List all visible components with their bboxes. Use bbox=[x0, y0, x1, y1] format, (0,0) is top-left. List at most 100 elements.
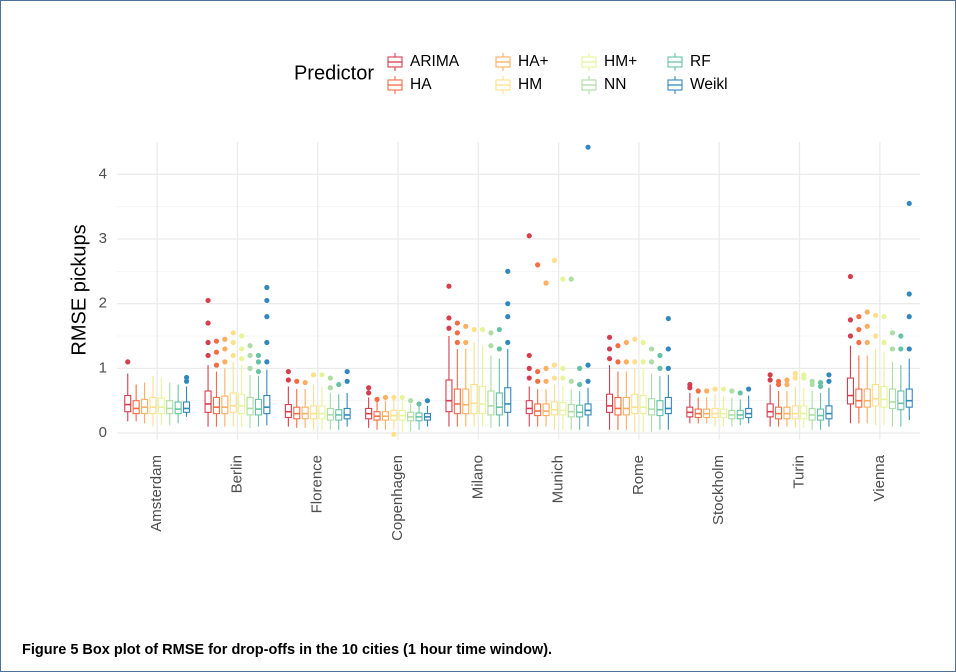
outlier bbox=[535, 378, 541, 384]
box bbox=[132, 400, 140, 415]
box bbox=[183, 401, 191, 413]
box bbox=[584, 403, 592, 416]
outlier bbox=[606, 356, 613, 362]
outlier bbox=[496, 346, 502, 352]
outlier bbox=[560, 375, 566, 381]
outlier bbox=[648, 359, 655, 365]
outlier bbox=[205, 320, 211, 326]
y-tick-label: 3 bbox=[99, 230, 107, 247]
outlier bbox=[856, 326, 862, 333]
legend-title: Predictor bbox=[294, 62, 374, 84]
outlier bbox=[247, 343, 253, 349]
outlier bbox=[792, 370, 798, 377]
outlier bbox=[657, 365, 663, 371]
outlier bbox=[784, 381, 790, 388]
outlier bbox=[382, 394, 389, 401]
box bbox=[880, 385, 888, 408]
outlier bbox=[319, 372, 325, 378]
outlier bbox=[784, 377, 790, 383]
outlier bbox=[391, 431, 397, 437]
box bbox=[453, 388, 461, 415]
x-tick-label: Rome bbox=[630, 455, 647, 495]
outlier bbox=[366, 385, 372, 391]
outlier bbox=[898, 346, 904, 352]
box bbox=[343, 407, 351, 420]
outlier bbox=[125, 359, 131, 365]
outlier bbox=[213, 362, 220, 368]
box bbox=[487, 390, 495, 416]
box bbox=[800, 405, 808, 420]
box bbox=[221, 395, 229, 415]
box bbox=[631, 393, 639, 415]
box bbox=[309, 405, 318, 420]
box bbox=[872, 383, 880, 407]
outlier bbox=[222, 336, 228, 342]
box bbox=[576, 404, 584, 418]
outlier bbox=[496, 326, 502, 333]
outlier bbox=[632, 336, 638, 342]
outlier bbox=[374, 396, 380, 403]
outlier bbox=[543, 280, 549, 286]
box bbox=[550, 401, 559, 416]
box bbox=[470, 383, 478, 415]
outlier bbox=[695, 388, 701, 394]
outlier bbox=[230, 352, 236, 359]
outlier bbox=[479, 326, 486, 333]
box bbox=[542, 403, 550, 417]
outlier bbox=[336, 381, 342, 388]
legend-label: HA+ bbox=[518, 53, 549, 70]
outlier bbox=[463, 339, 469, 346]
box bbox=[254, 398, 262, 416]
box bbox=[614, 396, 622, 416]
outlier bbox=[205, 352, 211, 359]
outlier bbox=[205, 339, 211, 346]
outlier bbox=[873, 312, 879, 318]
y-axis-label: RMSE pickups bbox=[68, 224, 90, 355]
box bbox=[174, 401, 182, 415]
outlier bbox=[560, 365, 566, 371]
x-tick-label: Berlin bbox=[228, 455, 245, 493]
outlier bbox=[535, 262, 541, 268]
outlier bbox=[729, 388, 735, 394]
outlier bbox=[183, 378, 190, 384]
outlier bbox=[906, 200, 912, 207]
outlier bbox=[632, 359, 638, 365]
outlier bbox=[526, 375, 532, 381]
box bbox=[863, 388, 871, 408]
box bbox=[263, 394, 271, 415]
outlier bbox=[471, 326, 477, 333]
outlier bbox=[906, 291, 912, 297]
outlier bbox=[847, 333, 854, 339]
x-tick-label: Turin bbox=[791, 455, 808, 489]
box bbox=[229, 392, 237, 413]
outlier bbox=[606, 346, 613, 352]
outlier bbox=[366, 390, 372, 396]
outlier bbox=[817, 379, 824, 386]
outlier bbox=[264, 284, 270, 291]
outlier bbox=[712, 386, 718, 392]
outlier bbox=[687, 381, 693, 388]
outlier bbox=[488, 330, 494, 336]
legend-label: HA bbox=[410, 76, 432, 93]
outlier bbox=[408, 398, 414, 404]
outlier bbox=[906, 314, 912, 320]
box bbox=[639, 394, 647, 415]
caption: Figure 5 Box plot of RMSE for drop-offs … bbox=[22, 642, 552, 658]
outlier bbox=[746, 386, 752, 392]
outlier bbox=[222, 359, 228, 365]
outlier bbox=[648, 346, 655, 352]
box bbox=[525, 400, 533, 415]
outlier bbox=[454, 330, 460, 336]
outlier bbox=[801, 372, 807, 378]
outlier bbox=[446, 325, 452, 331]
outlier bbox=[488, 343, 494, 349]
outlier bbox=[864, 323, 870, 329]
outlier bbox=[665, 315, 671, 322]
outlier bbox=[560, 276, 566, 282]
outlier bbox=[737, 390, 743, 396]
outlier bbox=[543, 365, 549, 371]
outlier bbox=[344, 378, 350, 384]
box bbox=[462, 388, 470, 415]
outlier bbox=[205, 297, 211, 304]
box bbox=[212, 396, 220, 415]
